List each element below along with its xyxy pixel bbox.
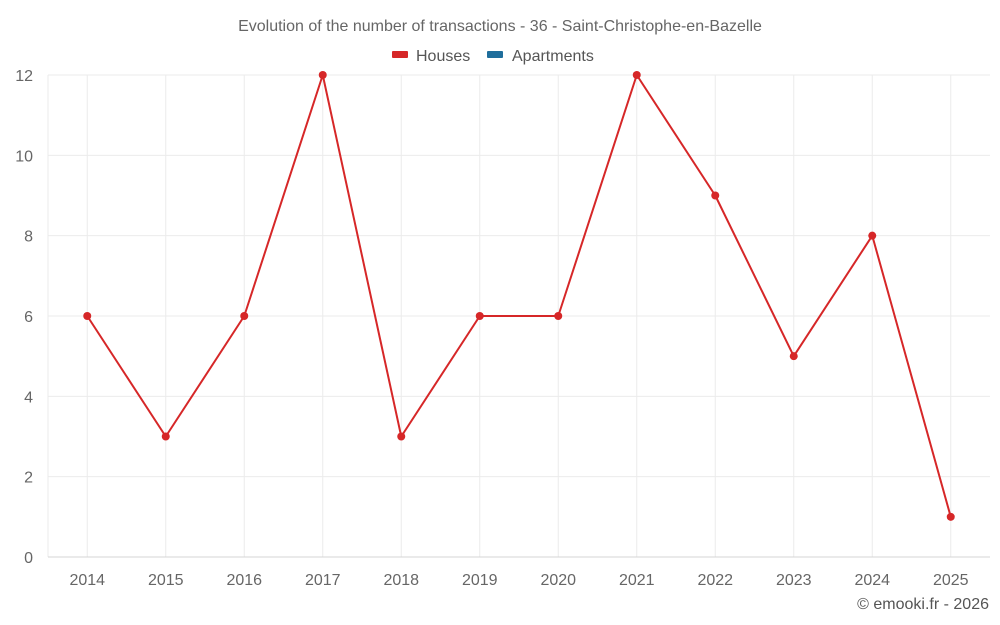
- data-point-houses[interactable]: [397, 432, 406, 441]
- y-tick-label: 12: [15, 68, 33, 85]
- data-point-houses[interactable]: [946, 512, 955, 521]
- data-point-houses[interactable]: [240, 312, 249, 320]
- x-tick-label: 2016: [226, 572, 262, 589]
- chart-title: Evolution of the number of transactions …: [238, 18, 762, 35]
- x-tick-label: 2020: [540, 572, 576, 589]
- y-tick-label: 8: [24, 229, 33, 246]
- data-point-houses[interactable]: [83, 312, 92, 320]
- legend: Houses Apartments: [392, 48, 594, 65]
- x-tick-label: 2014: [69, 572, 105, 589]
- data-point-houses[interactable]: [161, 432, 170, 441]
- legend-label-apartments: Apartments: [512, 48, 594, 65]
- legend-item-houses[interactable]: Houses: [392, 48, 470, 65]
- y-tick-label: 10: [15, 148, 33, 165]
- legend-item-apartments[interactable]: Apartments: [487, 48, 594, 65]
- y-tick-label: 0: [24, 550, 33, 567]
- legend-label-houses: Houses: [416, 48, 470, 65]
- data-point-houses[interactable]: [554, 312, 563, 320]
- data-point-houses[interactable]: [475, 312, 484, 320]
- x-tick-label: 2022: [697, 572, 733, 589]
- x-tick-label: 2017: [305, 572, 341, 589]
- y-tick-label: 4: [24, 389, 33, 406]
- legend-swatch-houses: [392, 51, 408, 58]
- watermark: © emooki.fr - 2026: [857, 596, 989, 613]
- x-tick-label: 2019: [462, 572, 498, 589]
- x-tick-label: 2025: [933, 572, 969, 589]
- x-tick-label: 2023: [776, 572, 812, 589]
- y-tick-label: 6: [24, 309, 33, 326]
- data-point-houses[interactable]: [711, 191, 720, 200]
- x-tick-label: 2024: [854, 572, 890, 589]
- series-plot: [83, 71, 955, 521]
- legend-swatch-apartments: [487, 51, 503, 58]
- axes: 0 2 4 6 8 10 12 2014 2015 2016 2017 2018 2019 2020 202…: [15, 68, 990, 589]
- data-point-houses[interactable]: [789, 352, 798, 361]
- y-tick-label: 2: [24, 470, 33, 487]
- data-point-houses[interactable]: [868, 231, 877, 240]
- series-line-houses: [86, 74, 952, 518]
- x-tick-label: 2021: [619, 572, 655, 589]
- data-point-houses[interactable]: [632, 71, 641, 79]
- x-tick-label: 2015: [148, 572, 184, 589]
- data-point-houses[interactable]: [318, 71, 327, 79]
- x-tick-label: 2018: [383, 572, 419, 589]
